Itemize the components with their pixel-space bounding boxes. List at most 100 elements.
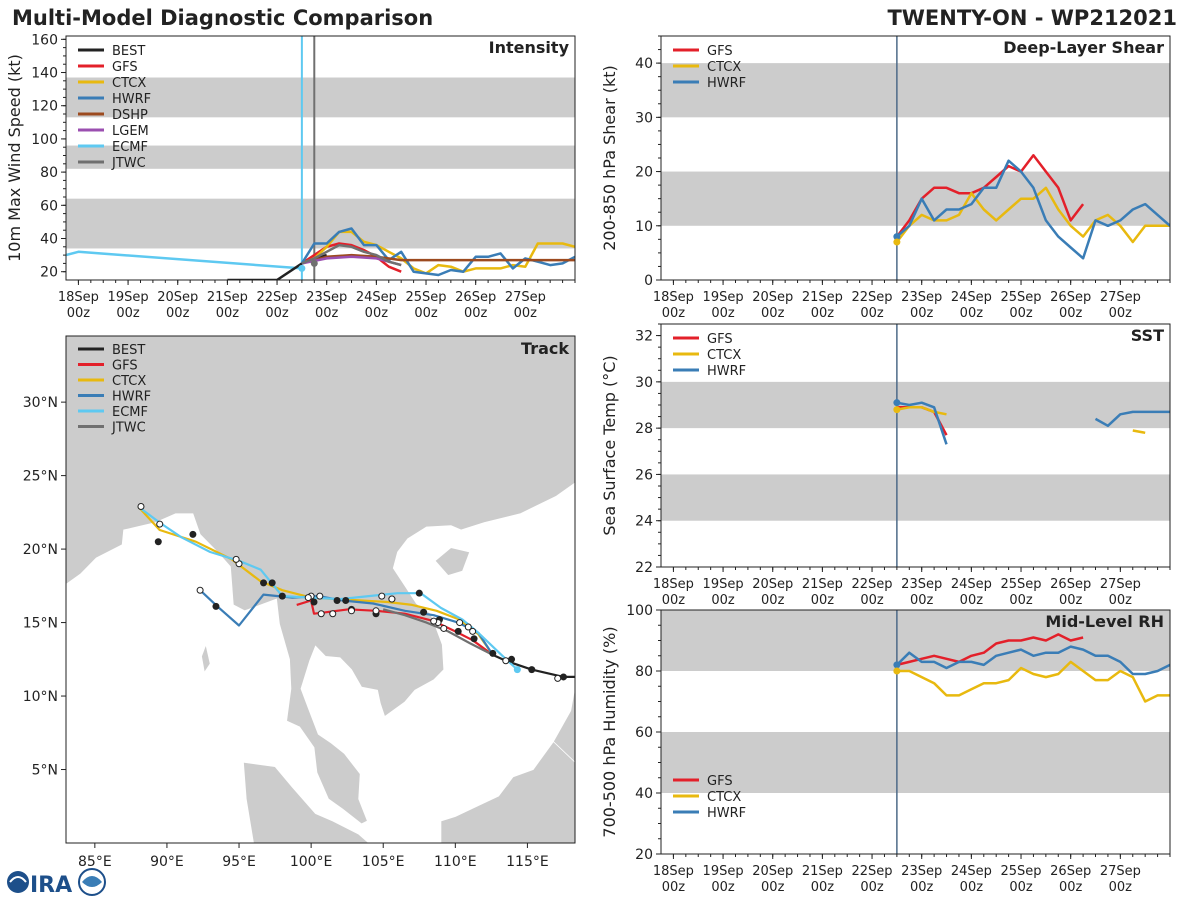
intensity-xtick-day: 22Sep xyxy=(257,290,298,305)
shear-xtick-day: 21Sep xyxy=(802,290,843,305)
track-point-open xyxy=(378,592,386,600)
sst-frame xyxy=(660,323,1171,568)
intensity-series-group xyxy=(66,227,575,280)
track-lat-label: 30°N xyxy=(23,395,58,411)
track-point-filled xyxy=(415,589,423,597)
shear-xtick-day: 26Sep xyxy=(1050,290,1091,305)
cira-logo: IRA xyxy=(7,868,106,898)
land-andaman xyxy=(201,643,211,674)
shear-xtick-hour: 00z xyxy=(860,306,884,321)
track-map-panel: 85°E 90°E 95°E 100°E 105°E 110°E 115°E 5°N 10°N 1… xyxy=(23,335,576,870)
intensity-xtick-hour: 00z xyxy=(414,306,438,321)
intensity-xtick-hour: 00z xyxy=(67,306,91,321)
land-borneo xyxy=(440,740,575,843)
rh-xtick-day: 27Sep xyxy=(1100,864,1141,879)
track-point-filled xyxy=(559,673,567,681)
shear-xtick-hour: 00z xyxy=(662,306,686,321)
rh-marker-hwrf xyxy=(893,661,901,669)
track-jtwc xyxy=(382,608,494,656)
track-marker-ecmf xyxy=(513,666,521,674)
shear-marker-hwrf xyxy=(893,233,901,241)
sst-xtick-hour: 00z xyxy=(662,593,686,608)
rh-frame xyxy=(660,609,1171,855)
shear-xtick-day: 23Sep xyxy=(901,290,942,305)
intensity-xtick-day: 24Sep xyxy=(356,290,397,305)
rh-ytick-label: 40 xyxy=(635,786,653,802)
intensity-legend-label-gfs: GFS xyxy=(112,60,138,75)
track-point-filled xyxy=(268,579,276,587)
track-lat-label: 5°N xyxy=(32,763,58,779)
intensity-panel: 2040608010012014016018Sep00z19Sep00z20Se… xyxy=(5,32,576,321)
sst-xtick-hour: 00z xyxy=(1059,593,1083,608)
sst-xtick-hour: 00z xyxy=(860,593,884,608)
track-legend-label-jtwc: JTWC xyxy=(111,421,146,436)
shear-title: Deep-Layer Shear xyxy=(1003,38,1164,57)
intensity-xtick-day: 18Sep xyxy=(58,290,99,305)
track-point-filled xyxy=(470,635,478,643)
shear-xtick-hour: 00z xyxy=(1109,306,1133,321)
intensity-ytick-label: 40 xyxy=(40,232,58,248)
intensity-band-1 xyxy=(66,145,575,169)
rh-ytick-label: 80 xyxy=(635,664,653,680)
sst-xtick-day: 21Sep xyxy=(802,577,843,592)
shear-ytick-label: 20 xyxy=(635,165,653,181)
svg-text:IRA: IRA xyxy=(30,873,72,898)
rh-xtick-day: 20Sep xyxy=(752,864,793,879)
shear-xtick-day: 27Sep xyxy=(1100,290,1141,305)
track-lon-label: 95°E xyxy=(222,854,256,870)
track-point-open xyxy=(232,555,240,563)
shear-xtick-hour: 00z xyxy=(1009,306,1033,321)
track-point-open xyxy=(502,657,510,665)
track-lon-label: 105°E xyxy=(362,854,405,870)
rh-xtick-day: 22Sep xyxy=(852,864,893,879)
track-lat-label: 15°N xyxy=(23,616,58,632)
intensity-ytick-label: 100 xyxy=(31,132,58,148)
sst-xtick-day: 20Sep xyxy=(752,577,793,592)
rh-xtick-hour: 00z xyxy=(662,880,686,895)
sst-series-group xyxy=(896,401,1170,445)
shear-xtick-hour: 00z xyxy=(811,306,835,321)
mid-level-rh-panel: 2040608010018Sep00z19Sep00z20Sep00z21Sep… xyxy=(600,603,1171,895)
sst-marker-hwrf xyxy=(893,399,901,407)
track-point-filled xyxy=(154,538,162,546)
sst-xtick-day: 18Sep xyxy=(653,577,694,592)
shear-xtick-day: 20Sep xyxy=(752,290,793,305)
intensity-xtick-day: 26Sep xyxy=(455,290,496,305)
intensity-legend-label-ecmf: ECMF xyxy=(112,140,148,155)
shear-series-ctcx xyxy=(895,186,1170,244)
shear-xtick-day: 19Sep xyxy=(703,290,744,305)
rh-marker-ctcx xyxy=(893,667,901,675)
track-point-filled xyxy=(420,608,428,616)
track-lon-label: 90°E xyxy=(150,854,184,870)
sst-xtick-day: 26Sep xyxy=(1050,577,1091,592)
shear-series-hwrf xyxy=(896,159,1170,260)
intensity-ytick-label: 140 xyxy=(31,66,58,82)
track-lon-label: 100°E xyxy=(290,854,333,870)
intensity-xtick-day: 20Sep xyxy=(157,290,198,305)
rh-xtick-day: 18Sep xyxy=(653,864,694,879)
intensity-legend-label-hwrf: HWRF xyxy=(112,92,151,107)
rh-ytick-label: 100 xyxy=(626,603,653,619)
intensity-xtick-hour: 00z xyxy=(166,306,190,321)
sst-ytick-label: 24 xyxy=(635,514,653,530)
shear-xtick-day: 22Sep xyxy=(852,290,893,305)
sst-ytick-label: 22 xyxy=(635,560,653,576)
shear-xtick-hour: 00z xyxy=(960,306,984,321)
rh-legend-label-gfs: GFS xyxy=(707,774,733,789)
shear-series-gfs xyxy=(895,154,1085,238)
rh-xtick-hour: 00z xyxy=(761,880,785,895)
intensity-legend-label-best: BEST xyxy=(112,44,145,59)
shear-ytick-label: 10 xyxy=(635,219,653,235)
sst-xtick-day: 19Sep xyxy=(703,577,744,592)
sst-band-0 xyxy=(661,474,1170,521)
track-point-open xyxy=(469,627,477,635)
sst-xtick-day: 22Sep xyxy=(852,577,893,592)
track-point-open xyxy=(304,594,312,602)
shear-band-0 xyxy=(661,171,1170,226)
sst-ytick-label: 26 xyxy=(635,467,653,483)
intensity-xtick-hour: 00z xyxy=(464,306,488,321)
rh-xtick-day: 25Sep xyxy=(1001,864,1042,879)
rh-xtick-hour: 00z xyxy=(1009,880,1033,895)
shear-xtick-hour: 00z xyxy=(711,306,735,321)
intensity-xtick-hour: 00z xyxy=(116,306,140,321)
